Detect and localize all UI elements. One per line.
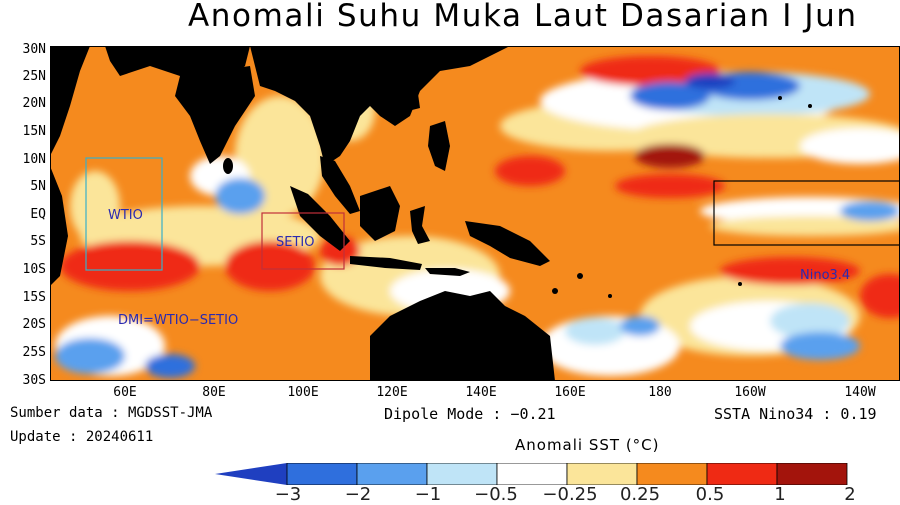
- x-tick: 160W: [734, 385, 766, 400]
- colorbar-segment: [426, 463, 498, 485]
- colorbar-label: 2: [844, 484, 856, 505]
- y-tick: 5S: [30, 234, 46, 249]
- colorbar-label: −3: [274, 484, 302, 505]
- x-tick: 180: [648, 385, 672, 400]
- y-tick: 25S: [22, 345, 46, 360]
- colorbar-label: 0.25: [619, 484, 661, 505]
- nino34-text: SSTA Nino34 : 0.19: [714, 405, 877, 423]
- y-tick: 15S: [22, 290, 46, 305]
- wtio-label: WTIO: [108, 208, 143, 223]
- colorbar-label: 1: [774, 484, 786, 505]
- dipole-mode-text: Dipole Mode : −0.21: [384, 405, 556, 423]
- colorbar-segment: [636, 463, 708, 485]
- x-tick: 160E: [554, 385, 586, 400]
- y-tick: EQ: [30, 207, 46, 222]
- nino34-label: Nino3.4: [800, 268, 850, 283]
- colorbar-segment: [496, 463, 568, 485]
- colorbar-label: −2: [344, 484, 372, 505]
- wtio-box: [85, 157, 163, 271]
- source-text: Sumber data : MGDSST-JMA: [10, 405, 213, 421]
- x-tick: 120E: [376, 385, 408, 400]
- colorbar: [215, 463, 848, 485]
- x-tick: 140W: [844, 385, 876, 400]
- colorbar-arrow-low: [215, 463, 287, 485]
- colorbar-segment: [706, 463, 778, 485]
- y-tick: 25N: [22, 69, 46, 84]
- x-tick: 80E: [202, 385, 226, 400]
- colorbar-label: −0.25: [542, 484, 598, 505]
- x-tick: 60E: [113, 385, 137, 400]
- x-tick: 100E: [287, 385, 319, 400]
- y-tick: 20S: [22, 317, 46, 332]
- y-tick: 10S: [22, 262, 46, 277]
- y-tick: 30S: [22, 373, 46, 388]
- map-title: Anomali Suhu Muka Laut Dasarian I Jun: [188, 0, 858, 34]
- colorbar-label: −1: [414, 484, 442, 505]
- colorbar-label: 0.5: [695, 484, 725, 505]
- y-tick: 20N: [22, 96, 46, 111]
- colorbar-segment: [356, 463, 428, 485]
- colorbar-label: −0.5: [474, 484, 518, 505]
- sst-anomaly-map: WTIO SETIO Nino3.4 DMI=WTIO−SETIO: [50, 46, 900, 381]
- setio-box: [261, 212, 345, 270]
- setio-label: SETIO: [276, 235, 314, 250]
- y-tick: 10N: [22, 152, 46, 167]
- y-tick: 30N: [22, 42, 46, 57]
- update-text: Update : 20240611: [10, 429, 154, 445]
- y-tick: 15N: [22, 124, 46, 139]
- nino34-box: [713, 180, 900, 246]
- dmi-label: DMI=WTIO−SETIO: [118, 313, 238, 328]
- x-tick: 140E: [465, 385, 497, 400]
- colorbar-segment: [776, 463, 848, 485]
- colorbar-title: Anomali SST (°C): [515, 436, 660, 454]
- colorbar-segment: [286, 463, 358, 485]
- colorbar-segment: [566, 463, 638, 485]
- y-tick: 5N: [30, 179, 46, 194]
- land-masses: [50, 46, 812, 381]
